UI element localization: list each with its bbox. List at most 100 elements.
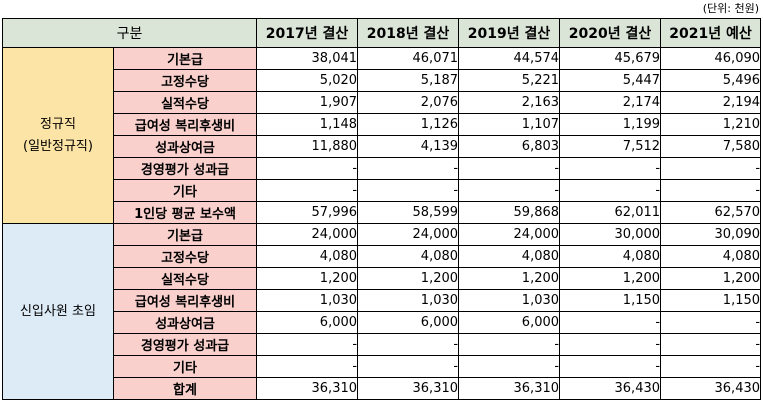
- value-cell: 1,210: [660, 113, 762, 136]
- value-cell: 62,011: [559, 201, 662, 224]
- value-cell: 46,090: [660, 47, 762, 70]
- value-cell: 2,194: [660, 91, 762, 114]
- unit-note: (단위: 천원): [702, 2, 759, 15]
- value-cell: 36,430: [660, 377, 762, 400]
- value-cell: 6,000: [357, 311, 460, 334]
- table-header-row: 구분 2017년 결산 2018년 결산 2019년 결산 2020년 결산 2…: [1, 18, 762, 48]
- group-label-cell: 신입사원 초임: [2, 223, 114, 400]
- header-year: 2017년 결산: [256, 18, 359, 48]
- value-cell: 4,080: [357, 245, 460, 268]
- value-cell: 4,080: [559, 245, 662, 268]
- table-row: 기타 - - - - -: [3, 355, 762, 378]
- group-label-cell: 정규직 (일반정규직): [2, 47, 114, 224]
- row-item-label: 합계: [112, 377, 258, 400]
- value-cell: 59,868: [458, 201, 561, 224]
- table-row: 급여성 복리후생비 1,030 1,030 1,030 1,150 1,150: [3, 289, 762, 312]
- value-cell: 46,071: [357, 47, 460, 70]
- value-cell: -: [357, 179, 460, 202]
- value-cell: -: [559, 333, 662, 356]
- table-row: 1인당 평균 보수액 57,996 58,599 59,868 62,011 62,570: [3, 201, 762, 224]
- value-cell: -: [357, 355, 460, 378]
- value-cell: 4,080: [256, 245, 359, 268]
- value-cell: -: [458, 179, 561, 202]
- table-body: 정규직 (일반정규직) 기본급 38,041 46,071 44,574 45,679 46,…: [2, 47, 762, 400]
- value-cell: 57,996: [256, 201, 359, 224]
- header-gubun: 구분: [1, 18, 258, 48]
- value-cell: 36,310: [357, 377, 460, 400]
- value-cell: 1,150: [660, 289, 762, 312]
- value-cell: -: [559, 355, 662, 378]
- salary-table: 구분 2017년 결산 2018년 결산 2019년 결산 2020년 결산 2…: [1, 18, 762, 400]
- value-cell: 2,076: [357, 91, 460, 114]
- value-cell: 6,000: [458, 311, 561, 334]
- value-cell: 1,907: [256, 91, 359, 114]
- value-cell: 1,148: [256, 113, 359, 136]
- table-row: 기타 - - - - -: [3, 179, 762, 202]
- value-cell: -: [357, 157, 460, 180]
- row-item-label: 급여성 복리후생비: [112, 113, 258, 136]
- value-cell: 30,090: [660, 223, 762, 246]
- group-label: 신입사원 초임: [20, 303, 96, 319]
- value-cell: 1,030: [256, 289, 359, 312]
- row-item-label: 기타: [112, 179, 258, 202]
- value-cell: 38,041: [256, 47, 359, 70]
- value-cell: 7,512: [559, 135, 662, 158]
- value-cell: -: [660, 179, 762, 202]
- value-cell: 24,000: [458, 223, 561, 246]
- value-cell: -: [458, 157, 561, 180]
- table-row: 성과상여금 11,880 4,139 6,803 7,512 7,580: [3, 135, 762, 158]
- table-row: 실적수당 1,200 1,200 1,200 1,200 1,200: [3, 267, 762, 290]
- value-cell: 1,150: [559, 289, 662, 312]
- value-cell: 1,030: [357, 289, 460, 312]
- value-cell: 1,200: [256, 267, 359, 290]
- value-cell: 1,030: [458, 289, 561, 312]
- value-cell: 44,574: [458, 47, 561, 70]
- value-cell: 62,570: [660, 201, 762, 224]
- value-cell: 2,174: [559, 91, 662, 114]
- value-cell: 36,430: [559, 377, 662, 400]
- value-cell: 4,080: [458, 245, 561, 268]
- value-cell: 5,020: [256, 69, 359, 92]
- value-cell: 30,000: [559, 223, 662, 246]
- value-cell: 58,599: [357, 201, 460, 224]
- value-cell: 1,200: [357, 267, 460, 290]
- value-cell: -: [256, 333, 359, 356]
- table-row: 경영평가 성과급 - - - - -: [3, 333, 762, 356]
- row-item-label: 실적수당: [112, 267, 258, 290]
- table-row: 고정수당 5,020 5,187 5,221 5,447 5,496: [3, 69, 762, 92]
- value-cell: -: [559, 179, 662, 202]
- value-cell: 5,447: [559, 69, 662, 92]
- value-cell: 6,803: [458, 135, 561, 158]
- value-cell: -: [357, 333, 460, 356]
- value-cell: -: [660, 355, 762, 378]
- value-cell: 2,163: [458, 91, 561, 114]
- value-cell: -: [660, 333, 762, 356]
- value-cell: 4,139: [357, 135, 460, 158]
- value-cell: 1,107: [458, 113, 561, 136]
- row-item-label: 기본급: [112, 47, 258, 70]
- value-cell: -: [660, 311, 762, 334]
- value-cell: 1,200: [660, 267, 762, 290]
- row-item-label: 경영평가 성과급: [112, 333, 258, 356]
- value-cell: 36,310: [458, 377, 561, 400]
- value-cell: 24,000: [357, 223, 460, 246]
- value-cell: 7,580: [660, 135, 762, 158]
- value-cell: -: [458, 355, 561, 378]
- table-row: 신입사원 초임 기본급 24,000 24,000 24,000 30,000 30,090: [2, 223, 762, 400]
- value-cell: -: [256, 355, 359, 378]
- table-row: 실적수당 1,907 2,076 2,163 2,174 2,194: [3, 91, 762, 114]
- row-item-label: 경영평가 성과급: [112, 157, 258, 180]
- value-cell: -: [660, 157, 762, 180]
- value-cell: 1,199: [559, 113, 662, 136]
- group-label: 정규직: [40, 116, 76, 132]
- header-year: 2019년 결산: [458, 18, 561, 48]
- value-cell: 1,200: [458, 267, 561, 290]
- table-row: 급여성 복리후생비 1,148 1,126 1,107 1,199 1,210: [3, 113, 762, 136]
- value-cell: 24,000: [256, 223, 359, 246]
- value-cell: -: [256, 157, 359, 180]
- value-cell: 11,880: [256, 135, 359, 158]
- value-cell: -: [559, 311, 662, 334]
- row-item-label: 고정수당: [112, 69, 258, 92]
- value-cell: 5,221: [458, 69, 561, 92]
- value-cell: 45,679: [559, 47, 662, 70]
